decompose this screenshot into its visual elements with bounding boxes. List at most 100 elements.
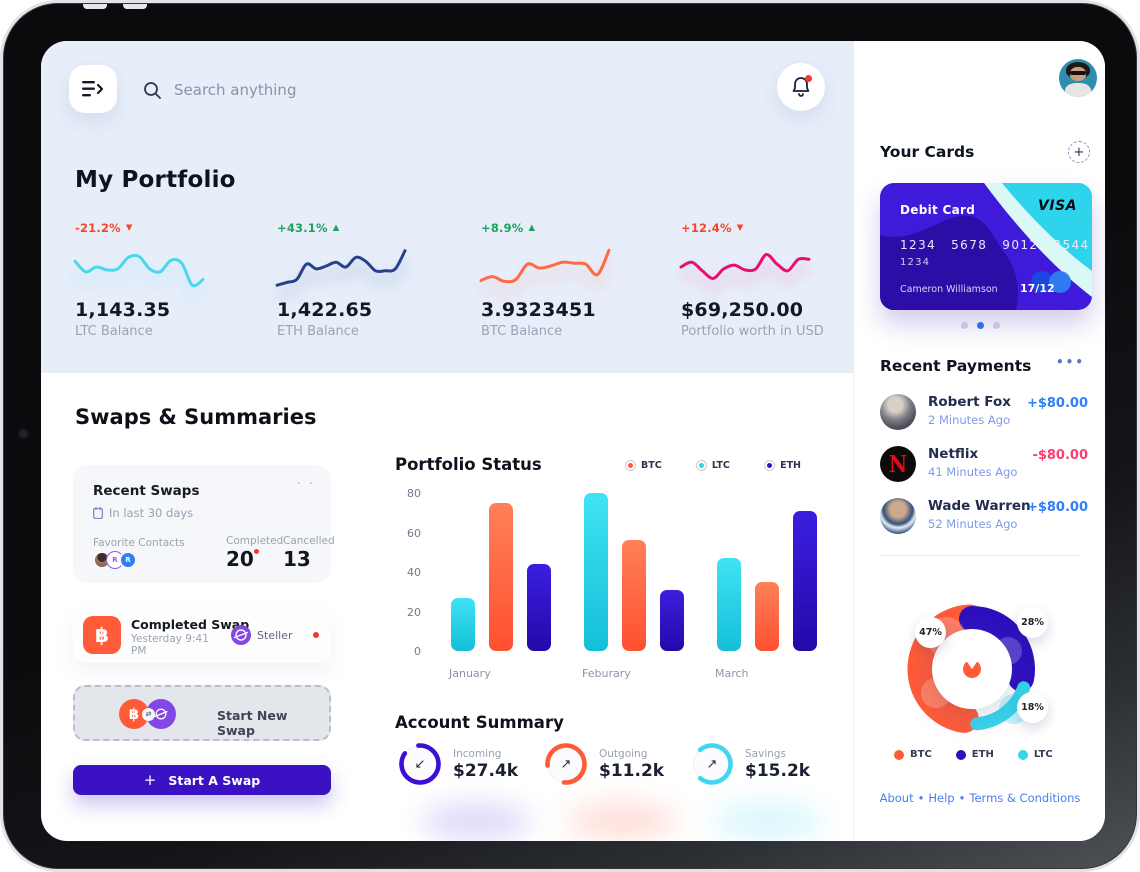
start-new-swap-card[interactable]: ฿ ⇄ Start New Swap	[73, 685, 331, 741]
start-new-swap-label: Start New Swap	[217, 708, 288, 738]
bar-btc-march	[755, 582, 779, 651]
completed-swap-time: Yesterday 9:41 PM	[131, 633, 209, 657]
card-expiry: 17/12	[1020, 282, 1055, 295]
y-axis-tick: 20	[407, 605, 421, 619]
payee-avatar	[880, 498, 916, 534]
portfolio-status-title: Portfolio Status	[395, 455, 542, 474]
steller-asset: Steller	[231, 625, 292, 645]
visa-logo: VISA	[1038, 198, 1077, 214]
help-link[interactable]: Help	[928, 791, 955, 805]
donut-legend: BTC ETH LTC	[894, 749, 1053, 760]
arrow-up-right-icon: ↗	[560, 756, 572, 772]
bar-eth-january	[527, 564, 551, 651]
sparkline-chart	[479, 248, 611, 284]
trend-icon: ▲	[332, 223, 340, 233]
stat-change: +8.9% ▲	[481, 221, 536, 235]
favorite-contacts-avatars[interactable]: R R	[93, 551, 137, 569]
stat-change: +12.4% ▼	[681, 221, 744, 235]
pagination-dot-active[interactable]	[976, 322, 984, 329]
donut-badge-eth: 28%	[1017, 607, 1048, 638]
avatar[interactable]: R	[119, 551, 137, 569]
payment-row-netflix[interactable]: N Netflix 41 Minutes Ago -$80.00	[880, 445, 1088, 485]
y-axis-tick: 80	[407, 487, 421, 500]
recent-swaps-card: Recent Swaps · · In last 30 days Favorit…	[73, 465, 335, 583]
volume-button	[123, 4, 147, 9]
search-input[interactable]	[172, 80, 412, 100]
bar-chart-legend: BTC LTC ETH	[625, 460, 801, 471]
swap-direction-icon: ⇄	[142, 707, 155, 721]
add-card-icon[interactable]: +	[1068, 141, 1090, 163]
stat-value: 3.9323451	[481, 299, 596, 321]
stat-card-ltc: -21.2% ▼ 1,143.35 LTC Balance	[73, 221, 245, 339]
cancelled-label: Cancelled	[283, 535, 335, 547]
account-summary-title: Account Summary	[395, 713, 564, 732]
glow-effect	[713, 803, 823, 839]
card-holder-name: Cameron Williamson	[900, 284, 998, 295]
legend-item-ltc: LTC	[695, 460, 730, 471]
pagination-dot[interactable]	[992, 322, 1000, 329]
trend-icon: ▼	[736, 223, 744, 233]
stat-value: 1,143.35	[75, 299, 171, 321]
app-screen: My Portfolio + Add More -21.2%▼ 1,143.35…	[41, 41, 1105, 841]
card-type-label: Debit Card	[900, 203, 976, 217]
y-axis-tick: 40	[407, 566, 421, 579]
bar-eth-feburary	[660, 590, 684, 651]
pagination-dot[interactable]	[960, 322, 968, 329]
completed-label: Completed	[226, 535, 284, 547]
menu-button[interactable]	[69, 65, 117, 113]
plus-icon: +	[143, 771, 157, 789]
stat-value: 1,422.65	[277, 299, 373, 321]
payee-avatar	[880, 394, 916, 430]
summary-label: Savings	[745, 747, 787, 760]
more-options-icon[interactable]: · ·	[296, 477, 315, 492]
arrow-down-left-icon: ↙	[414, 756, 426, 772]
summary-label: Incoming	[453, 747, 502, 760]
payee-name: Robert Fox	[928, 394, 1011, 410]
progress-ring: ↗	[689, 741, 735, 787]
completed-swap-title: Completed Swap	[131, 617, 250, 632]
summary-outgoing: ↗ Outgoing $11.2k	[543, 741, 664, 787]
payment-amount: +$80.00	[1026, 396, 1088, 411]
start-a-swap-button[interactable]: + Start A Swap	[73, 765, 331, 795]
stat-value: $69,250.00	[681, 299, 804, 321]
glow-effect	[421, 803, 531, 839]
payment-amount: +$80.00	[1026, 500, 1088, 515]
bar-eth-march	[793, 511, 817, 651]
recent-swaps-title: Recent Swaps	[93, 483, 200, 499]
bar-ltc-january	[451, 598, 475, 651]
search-bar[interactable]	[143, 77, 443, 103]
donut-badge-btc: 47%	[915, 617, 946, 648]
sparkline-chart	[679, 253, 811, 280]
right-sidebar: Your Cards + Debit Card VISA 1234 5678 901…	[853, 41, 1105, 841]
bar-plot-area	[435, 493, 827, 651]
trend-icon: ▲	[528, 223, 536, 233]
front-camera	[17, 427, 30, 440]
bar-btc-january	[489, 503, 513, 651]
user-avatar[interactable]	[1059, 59, 1097, 97]
arrow-up-right-icon: ↗	[706, 756, 718, 772]
your-cards-title: Your Cards	[880, 143, 975, 161]
terms-link[interactable]: Terms & Conditions	[969, 791, 1081, 805]
portfolio-status-chart: 80 60 40 20 0 January Feburary March	[395, 487, 831, 683]
bar-ltc-feburary	[584, 493, 608, 651]
more-options-icon[interactable]: •••	[1055, 355, 1085, 369]
notification-badge	[805, 75, 812, 82]
swap-coins-icon: ฿ ⇄	[119, 699, 176, 729]
glow-effect	[567, 803, 677, 839]
legend-item-eth: ETH	[764, 460, 801, 471]
payment-amount: -$80.00	[1032, 448, 1088, 463]
completed-swap-card[interactable]: ฿ Completed Swap Yesterday 9:41 PM Stell…	[73, 607, 331, 663]
summary-value: $11.2k	[599, 760, 665, 781]
stat-label: Portfolio worth in USD	[681, 324, 824, 339]
bell-icon	[792, 77, 810, 97]
red-dot	[253, 549, 259, 554]
status-dot	[313, 632, 319, 638]
payment-row-wade-warren[interactable]: Wade Warren 52 Minutes Ago +$80.00	[880, 497, 1088, 537]
donut-badge-ltc: 18%	[1017, 692, 1048, 723]
recent-swaps-period: In last 30 days	[93, 506, 193, 520]
payment-row-robert-fox[interactable]: Robert Fox 2 Minutes Ago +$80.00	[880, 393, 1088, 433]
about-link[interactable]: About	[879, 791, 914, 805]
debit-card[interactable]: Debit Card VISA 1234 5678 9012 3544 1234 Ca…	[880, 183, 1092, 310]
notifications-button[interactable]	[777, 63, 825, 111]
